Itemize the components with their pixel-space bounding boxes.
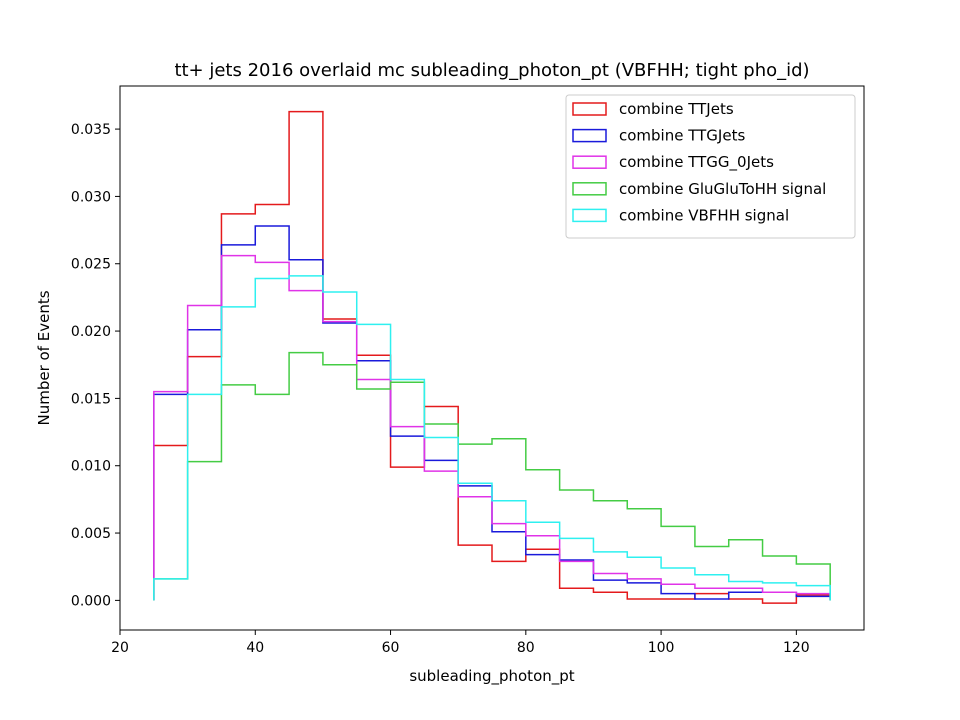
axes-frame <box>119 85 865 631</box>
y-tick-label: 0.020 <box>71 324 111 340</box>
x-tick-label: 100 <box>648 640 675 656</box>
x-tick-label: 40 <box>246 640 264 656</box>
x-axis-title: subleading_photon_pt <box>409 667 574 686</box>
legend-swatch <box>572 208 607 223</box>
series-step-3 <box>153 351 831 601</box>
legend-swatch <box>572 128 607 143</box>
series-layer <box>153 110 831 604</box>
y-axis: 0.000 0.005 0.010 0.015 0.020 0.025 0.030 0.035 <box>71 122 120 609</box>
y-tick-label: 0.015 <box>71 391 111 407</box>
x-tick-label: 80 <box>517 640 535 656</box>
x-tick-label: 120 <box>783 640 810 656</box>
y-tick-label: 0.010 <box>71 459 111 475</box>
chart-title: tt+ jets 2016 overlaid mc subleading_pho… <box>174 60 809 81</box>
legend-swatch <box>572 182 607 196</box>
y-tick-label: 0.035 <box>71 122 111 138</box>
series-step-4 <box>153 275 831 601</box>
legend-box <box>565 94 856 239</box>
x-tick-label: 20 <box>111 640 129 656</box>
legend-label: combine VBFHH signal <box>619 206 789 224</box>
x-tick-label: 60 <box>382 640 400 656</box>
y-axis-title: Number of Events <box>35 290 53 425</box>
legend-label: combine TTJets <box>619 100 734 118</box>
x-axis: 20 40 60 80 100 120 <box>111 630 810 656</box>
y-tick-label: 0.005 <box>71 526 111 542</box>
legend-label: combine TTGJets <box>619 127 745 145</box>
legend-swatch <box>572 102 607 116</box>
y-tick-label: 0.030 <box>71 189 111 205</box>
y-tick-label: 0.025 <box>71 257 111 273</box>
y-tick-label: 0.000 <box>71 593 111 609</box>
legend-label: combine TTGG_0Jets <box>619 153 774 172</box>
legend-swatch <box>572 155 607 169</box>
plot-area <box>119 85 865 631</box>
legend: combine TTJets combine TTGJets combine TTG… <box>565 94 856 239</box>
legend-label: combine GluGluToHH signal <box>619 180 826 198</box>
